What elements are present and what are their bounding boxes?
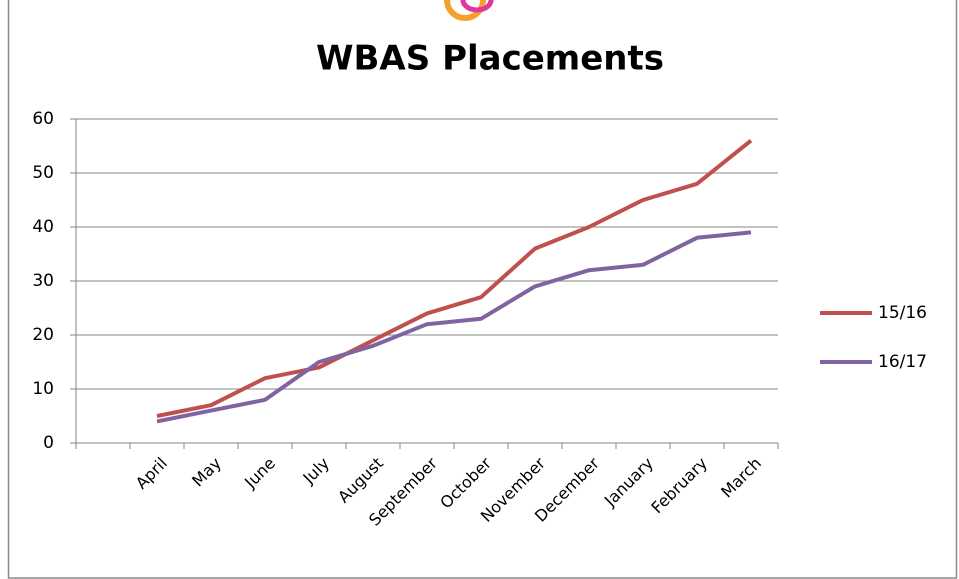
series-line bbox=[156, 230, 752, 424]
y-tick-label: 50 bbox=[32, 163, 54, 183]
y-tick-label: 0 bbox=[43, 433, 54, 453]
chart-title: WBAS Placements bbox=[316, 39, 664, 79]
y-tick-label: 30 bbox=[32, 271, 54, 291]
legend-label: 15/16 bbox=[878, 303, 927, 323]
y-tick-label: 60 bbox=[32, 109, 54, 129]
logo bbox=[444, 0, 494, 21]
series-line bbox=[156, 139, 753, 418]
y-tick-label: 20 bbox=[32, 325, 54, 345]
legend-label: 16/17 bbox=[878, 352, 927, 372]
chart-frame bbox=[7, 0, 958, 579]
y-tick-label: 10 bbox=[32, 379, 54, 399]
y-tick-label: 40 bbox=[32, 217, 54, 237]
logo-arc bbox=[460, 0, 494, 13]
